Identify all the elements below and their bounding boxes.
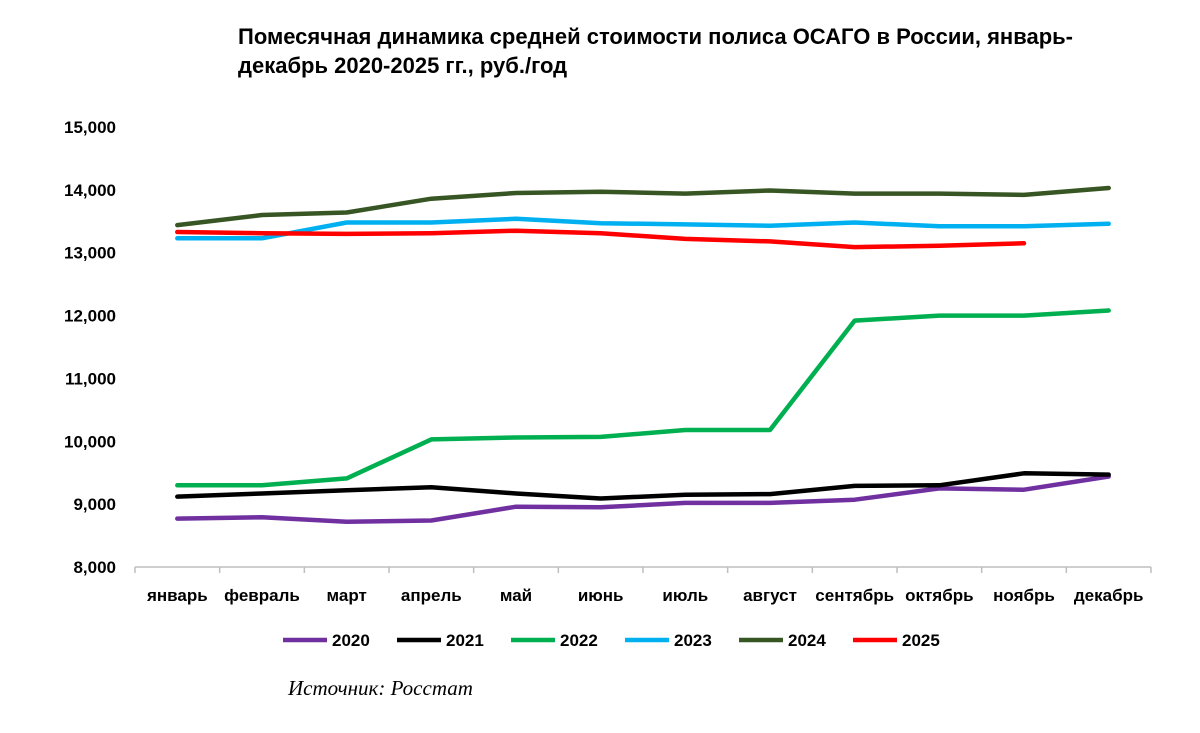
y-tick-label: 9,000	[73, 495, 116, 514]
x-tick-label: июль	[662, 586, 708, 605]
x-tick-label: май	[500, 586, 532, 605]
series-line-2021	[175, 471, 1111, 501]
series-lines	[175, 185, 1111, 524]
x-tick-label: ноябрь	[993, 586, 1055, 605]
legend: 2020 2021 2022 2023 2024 2025	[283, 631, 940, 650]
y-tick-label: 12,000	[64, 307, 116, 326]
x-tick-label: апрель	[401, 586, 462, 605]
x-axis: январь февраль март апрель май июнь июль август…	[134, 567, 1152, 605]
y-axis: 8,000 9,000 10,000 11,000 12,000 13,000 14,000…	[64, 118, 116, 577]
y-tick-label: 13,000	[64, 244, 116, 263]
x-tick-label: октябрь	[905, 586, 973, 605]
chart-title: Помесячная динамика средней стоимости по…	[238, 24, 1073, 78]
x-tick-label: декабрь	[1074, 586, 1144, 605]
y-tick-label: 15,000	[64, 118, 116, 137]
legend-label-2025: 2025	[902, 631, 940, 650]
y-tick-label: 8,000	[73, 558, 116, 577]
series-line-2025	[175, 228, 1027, 250]
x-tick-label: июнь	[578, 586, 624, 605]
x-tick-label: март	[327, 586, 367, 605]
legend-label-2021: 2021	[446, 631, 484, 650]
y-tick-label: 10,000	[64, 432, 116, 451]
legend-label-2024: 2024	[788, 631, 826, 650]
x-tick-label: август	[743, 586, 797, 605]
legend-label-2022: 2022	[560, 631, 598, 650]
x-tick-label: сентябрь	[815, 586, 894, 605]
y-tick-label: 14,000	[64, 181, 116, 200]
y-tick-label: 11,000	[65, 369, 116, 388]
series-line-2020	[175, 474, 1111, 524]
x-tick-label: февраль	[224, 586, 300, 605]
series-line-2022	[175, 308, 1111, 488]
series-line-2023	[175, 216, 1111, 241]
series-line-2024	[175, 185, 1111, 228]
x-tick-label: январь	[146, 586, 208, 605]
legend-label-2020: 2020	[332, 631, 370, 650]
legend-label-2023: 2023	[674, 631, 712, 650]
source-note: Источник: Росстат	[288, 676, 473, 700]
